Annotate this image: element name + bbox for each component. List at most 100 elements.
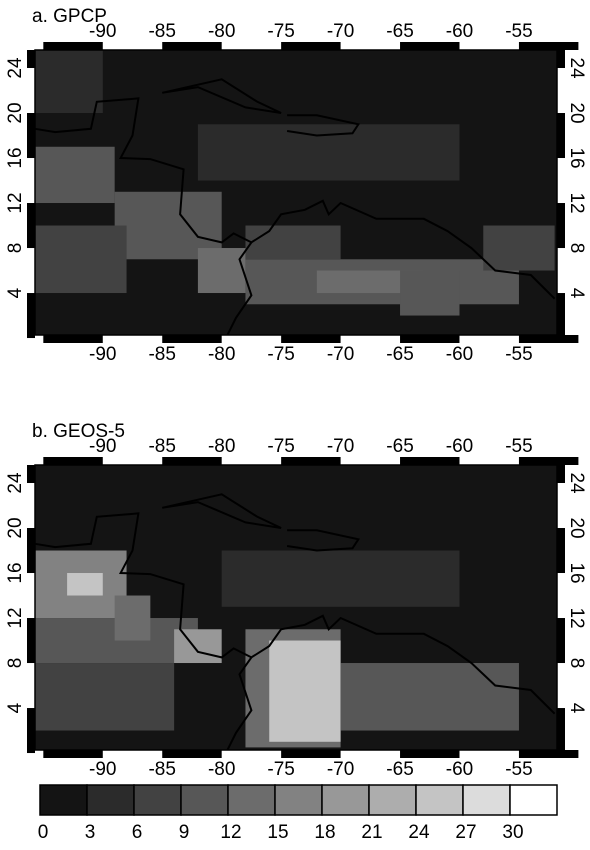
precip-area <box>400 270 460 316</box>
precip-area <box>35 50 103 114</box>
colorbar-label: 9 <box>179 822 190 843</box>
frame-strip <box>557 708 565 754</box>
x-tick-label: -75 <box>267 759 294 780</box>
panel-label: b. GEOS-5 <box>32 421 125 442</box>
colorbar-label: 21 <box>361 822 382 843</box>
colorbar-label: 24 <box>408 822 430 843</box>
frame-strip <box>27 708 35 754</box>
frame-strip <box>557 113 565 159</box>
frame-strip <box>518 750 579 758</box>
frame-strip <box>400 457 460 465</box>
x-tick-label: -65 <box>386 759 413 780</box>
y-tick-label: 24 <box>5 472 26 494</box>
colorbar-label: 3 <box>85 822 96 843</box>
y-tick-label: 4 <box>5 702 26 713</box>
frame-strip <box>281 335 341 343</box>
y-tick-label: 4 <box>5 287 26 298</box>
x-tick-label: -75 <box>267 344 294 365</box>
colorbar-box <box>39 784 88 816</box>
frame-strip <box>27 50 35 69</box>
x-tick-label: -80 <box>208 344 235 365</box>
precip-area <box>114 595 151 641</box>
y-tick-label: 16 <box>5 147 26 168</box>
frame-strip <box>43 750 103 758</box>
x-tick-label: -70 <box>327 344 354 365</box>
frame-strip <box>557 465 565 484</box>
precip-area <box>245 225 341 260</box>
colorbar-label: 12 <box>220 822 241 843</box>
x-tick-label: -55 <box>505 759 532 780</box>
y-tick-label: 12 <box>5 192 26 213</box>
precip-area <box>197 248 246 294</box>
precip-area <box>35 663 175 731</box>
frame-strip <box>518 335 579 343</box>
frame-strip <box>400 42 460 50</box>
x-tick-label: -65 <box>386 21 413 42</box>
precip-area <box>221 550 460 607</box>
x-tick-label: -55 <box>505 344 532 365</box>
frame-strip <box>43 335 103 343</box>
coastline <box>161 493 282 529</box>
coastline <box>226 656 253 751</box>
precip-area <box>35 146 115 204</box>
frame-strip <box>43 42 103 50</box>
x-tick-label: -90 <box>89 344 116 365</box>
colorbar-box <box>180 784 229 816</box>
y-tick-label: 12 <box>566 192 587 213</box>
colorbar-label: 6 <box>132 822 143 843</box>
y-tick-label: 4 <box>566 703 587 714</box>
x-tick-label: -85 <box>148 21 175 42</box>
y-tick-label: 4 <box>566 288 587 299</box>
y-tick-label: 16 <box>566 562 587 583</box>
frame-strip <box>557 203 565 249</box>
colorbar-box <box>86 784 135 816</box>
x-tick-label: -85 <box>148 759 175 780</box>
x-tick-label: -80 <box>208 436 235 457</box>
colorbar-box <box>509 784 558 816</box>
colorbar-label: 30 <box>502 822 523 843</box>
frame-strip <box>27 528 35 574</box>
x-tick-label: -75 <box>267 436 294 457</box>
y-tick-label: 20 <box>566 517 587 538</box>
frame-strip <box>281 457 341 465</box>
frame-strip <box>162 335 222 343</box>
y-tick-label: 8 <box>566 658 587 669</box>
frame-strip <box>162 42 222 50</box>
precip-area <box>197 124 460 181</box>
map-panel <box>34 465 557 751</box>
x-tick-label: -70 <box>327 436 354 457</box>
frame-strip <box>400 335 460 343</box>
x-tick-label: -70 <box>327 759 354 780</box>
x-tick-label: -70 <box>327 21 354 42</box>
y-tick-label: 12 <box>5 607 26 628</box>
precip-area <box>483 225 555 271</box>
x-tick-label: -65 <box>386 436 413 457</box>
x-tick-label: -75 <box>267 21 294 42</box>
x-tick-label: -55 <box>505 21 532 42</box>
frame-strip <box>27 113 35 159</box>
y-tick-label: 16 <box>566 147 587 168</box>
frame-strip <box>43 457 103 465</box>
precip-area <box>269 640 341 742</box>
x-tick-label: -55 <box>505 436 532 457</box>
precip-area <box>316 270 424 294</box>
y-tick-label: 20 <box>566 102 587 123</box>
y-tick-label: 20 <box>5 102 26 123</box>
x-tick-label: -80 <box>208 759 235 780</box>
coastline <box>226 241 253 336</box>
colorbar-box <box>462 784 511 816</box>
precip-area <box>340 663 519 731</box>
y-tick-label: 24 <box>566 57 587 79</box>
colorbar-box <box>321 784 370 816</box>
y-tick-label: 12 <box>566 607 587 628</box>
frame-strip <box>27 203 35 249</box>
y-tick-label: 8 <box>5 243 26 254</box>
frame-strip <box>557 528 565 574</box>
frame-strip <box>557 293 565 339</box>
x-tick-label: -60 <box>446 21 473 42</box>
y-tick-label: 8 <box>566 243 587 254</box>
panel-label: a. GPCP <box>32 6 107 27</box>
coastline <box>161 78 282 114</box>
frame-strip <box>27 465 35 484</box>
